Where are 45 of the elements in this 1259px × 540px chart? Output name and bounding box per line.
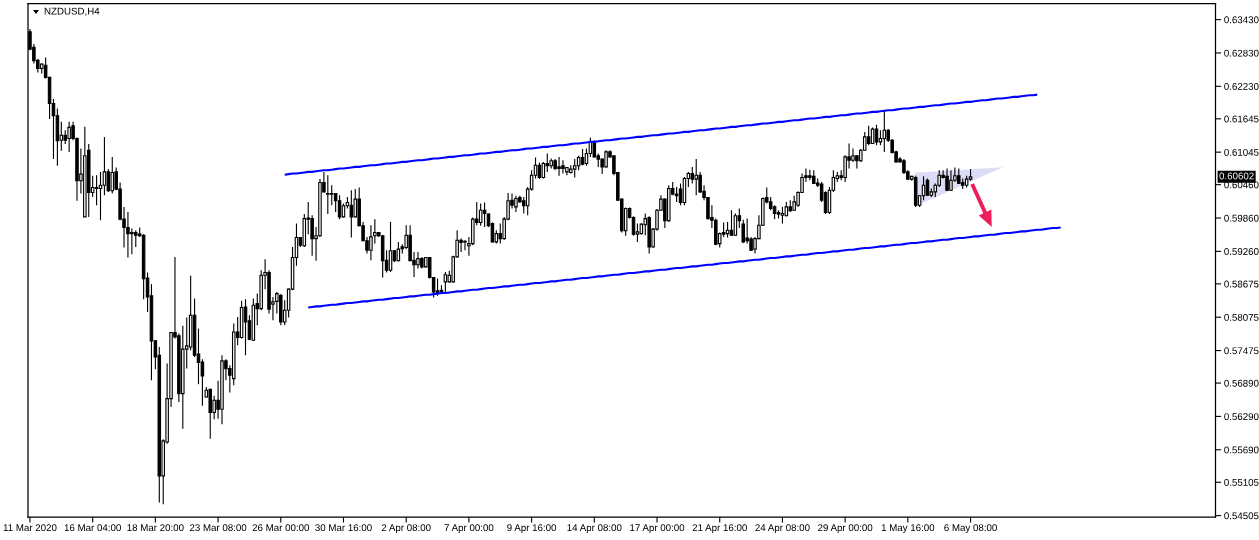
candlestick (808, 169, 812, 181)
x-tick-label: 24 Apr 08:00 (755, 524, 810, 534)
y-tick-label: 0.57475 (1224, 347, 1259, 355)
x-tick-label: 2 Apr 08:00 (381, 524, 431, 534)
annotation: 0.60602 (1219, 172, 1254, 180)
x-tick-label: 1 May 16:00 (881, 524, 935, 534)
y-tick-label: 0.54505 (1224, 512, 1259, 520)
candlestick (130, 228, 134, 255)
candlestick (329, 184, 334, 206)
candlestick (557, 156, 561, 177)
y-tick-label: 0.63430 (1224, 16, 1259, 24)
y-tick-label: 0.56890 (1224, 379, 1259, 387)
y-tick-label: 0.61045 (1224, 148, 1259, 156)
y-tick-label: 0.55105 (1224, 479, 1259, 486)
y-tick-label: 0.55690 (1224, 446, 1259, 454)
x-tick-label: 6 May 08:00 (944, 524, 997, 534)
y-tick-label: 0.62230 (1224, 83, 1259, 90)
y-tick-label: 0.59260 (1224, 248, 1259, 255)
x-tick-label: 17 Apr 00:00 (630, 524, 685, 534)
y-tick-label: 0.58075 (1224, 313, 1259, 321)
y-tick-label: 0.60460 (1224, 181, 1259, 189)
chart-title: NZDUSD,H4 (44, 7, 100, 16)
candlestick (855, 154, 859, 170)
candlestick (326, 174, 330, 215)
x-tick-label: 30 Mar 16:00 (315, 524, 372, 532)
line-series (283, 93, 1039, 176)
x-tick-label: 29 Apr 00:00 (818, 524, 873, 534)
x-tick-label: 14 Apr 08:00 (567, 524, 622, 534)
y-tick-label: 0.58675 (1224, 280, 1259, 288)
y-tick-label: 0.62830 (1224, 49, 1259, 57)
candlestick (561, 159, 565, 175)
x-tick-label: 18 Mar 20:00 (127, 524, 184, 532)
y-tick-label: 0.59860 (1224, 214, 1259, 222)
candlestick (694, 158, 698, 196)
x-tick-label: 16 Mar 04:00 (64, 524, 121, 532)
x-tick-label: 7 Apr 00:00 (444, 524, 494, 534)
candlestick (126, 211, 130, 259)
y-tick-label: 0.56290 (1224, 413, 1259, 421)
x-tick-label: 26 Mar 00:00 (252, 524, 310, 532)
y-tick-label: 0.61645 (1224, 115, 1259, 123)
x-tick-label: 21 Apr 16:00 (692, 524, 747, 534)
line-series (307, 226, 1062, 309)
x-tick-label: 11 Mar 2020 (3, 524, 57, 532)
x-tick-label: 9 Apr 16:00 (507, 524, 557, 534)
x-tick-label: 23 Mar 08:00 (189, 524, 247, 532)
